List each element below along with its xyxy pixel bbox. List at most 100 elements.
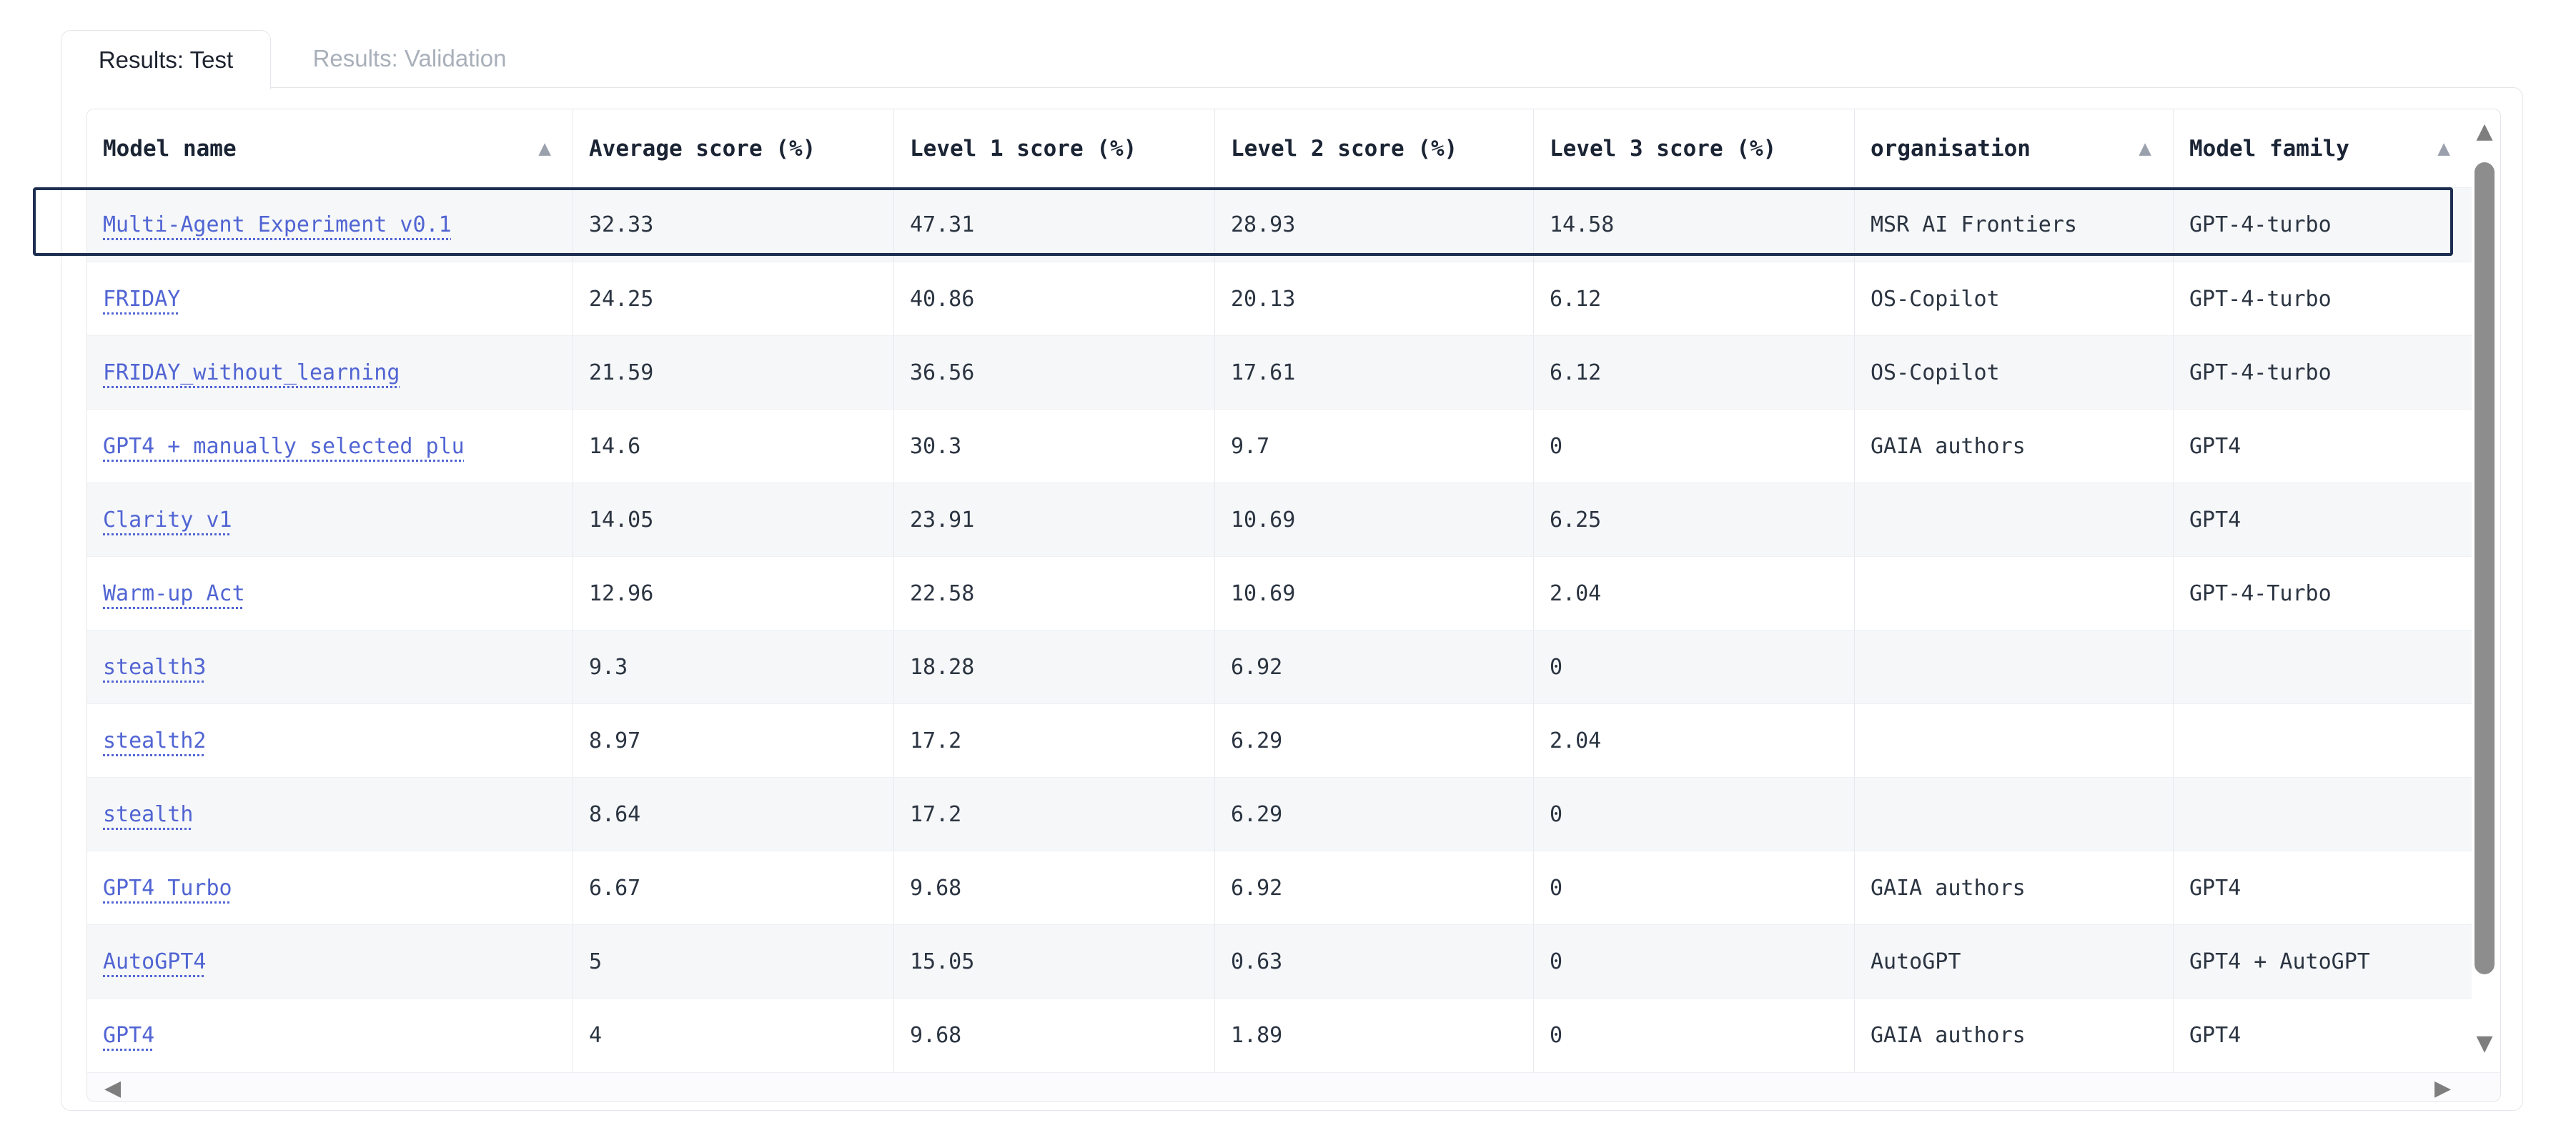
column-header-level-3-score[interactable]: Level 3 score (%) [1534,109,1855,188]
cell-average-score[interactable]: 4 [573,998,894,1072]
cell-model-family[interactable]: GPT-4-turbo [2174,262,2472,335]
cell-average-score[interactable]: 14.05 [573,483,894,556]
model-link[interactable]: Multi-Agent Experiment v0.1 [103,212,452,237]
column-header-level-2-score[interactable]: Level 2 score (%) [1215,109,1534,188]
cell-level-2-score[interactable]: 6.29 [1215,777,1534,851]
cell-model-family[interactable]: GPT-4-turbo [2174,188,2472,262]
model-link[interactable]: GPT4 + manually selected plu [103,433,465,459]
cell-level-1-score[interactable]: 9.68 [894,998,1215,1072]
cell-average-score[interactable]: 5 [573,924,894,998]
cell-level-1-score[interactable]: 47.31 [894,188,1215,262]
cell-organisation[interactable]: MSR AI Frontiers [1855,188,2174,262]
cell-level-3-score[interactable]: 0 [1534,409,1855,483]
cell-level-3-score[interactable]: 2.04 [1534,556,1855,630]
cell-level-3-score[interactable]: 6.12 [1534,335,1855,409]
cell-level-1-score[interactable]: 17.2 [894,777,1215,851]
model-link[interactable]: FRIDAY_without_learning [103,360,400,385]
cell-level-1-score[interactable]: 15.05 [894,924,1215,998]
model-link[interactable]: Clarity v1 [103,507,232,533]
cell-average-score[interactable]: 21.59 [573,335,894,409]
cell-model-name[interactable]: FRIDAY_without_learning [87,335,573,409]
column-header-organisation[interactable]: organisation ▲ [1855,109,2174,188]
horizontal-scrollbar[interactable]: ◀ ▶ [87,1072,2500,1101]
column-header-level-1-score[interactable]: Level 1 score (%) [894,109,1215,188]
cell-model-family[interactable]: GPT4 [2174,483,2472,556]
cell-model-family[interactable] [2174,703,2472,777]
scrollbar-up-button[interactable]: ▲ [2470,121,2499,142]
tab-results-test[interactable]: Results: Test [61,30,271,89]
cell-model-family[interactable]: GPT4 + AutoGPT [2174,924,2472,998]
cell-level-3-score[interactable]: 6.25 [1534,483,1855,556]
cell-model-name[interactable]: Multi-Agent Experiment v0.1 [87,188,573,262]
cell-level-1-score[interactable]: 18.28 [894,630,1215,703]
cell-level-3-score[interactable]: 0 [1534,924,1855,998]
cell-model-family[interactable]: GPT-4-turbo [2174,335,2472,409]
column-header-model-name[interactable]: Model name ▲ [87,109,573,188]
cell-level-2-score[interactable]: 10.69 [1215,483,1534,556]
cell-organisation[interactable]: AutoGPT [1855,924,2174,998]
cell-model-name[interactable]: stealth2 [87,703,573,777]
model-link[interactable]: GPT4 Turbo [103,875,232,901]
cell-level-3-score[interactable]: 2.04 [1534,703,1855,777]
cell-model-name[interactable]: Warm-up Act [87,556,573,630]
cell-level-2-score[interactable]: 28.93 [1215,188,1534,262]
cell-level-3-score[interactable]: 14.58 [1534,188,1855,262]
scrollbar-down-button[interactable]: ▼ [2470,1033,2499,1054]
cell-level-3-score[interactable]: 0 [1534,998,1855,1072]
cell-organisation[interactable] [1855,630,2174,703]
cell-level-1-score[interactable]: 9.68 [894,851,1215,924]
model-link[interactable]: Warm-up Act [103,580,245,606]
cell-organisation[interactable]: GAIA authors [1855,851,2174,924]
cell-level-2-score[interactable]: 6.29 [1215,703,1534,777]
cell-organisation[interactable]: OS-Copilot [1855,262,2174,335]
cell-model-name[interactable]: GPT4 [87,998,573,1072]
cell-organisation[interactable]: OS-Copilot [1855,335,2174,409]
cell-level-1-score[interactable]: 30.3 [894,409,1215,483]
cell-level-1-score[interactable]: 36.56 [894,335,1215,409]
cell-organisation[interactable] [1855,483,2174,556]
cell-level-3-score[interactable]: 0 [1534,630,1855,703]
cell-level-2-score[interactable]: 6.92 [1215,630,1534,703]
model-link[interactable]: stealth [103,801,194,827]
vertical-scrollbar-thumb[interactable] [2475,162,2495,974]
cell-model-name[interactable]: FRIDAY [87,262,573,335]
model-link[interactable]: stealth3 [103,654,207,680]
cell-average-score[interactable]: 8.97 [573,703,894,777]
cell-level-2-score[interactable]: 0.63 [1215,924,1534,998]
column-header-average-score[interactable]: Average score (%) [573,109,894,188]
cell-level-3-score[interactable]: 0 [1534,851,1855,924]
cell-model-family[interactable] [2174,630,2472,703]
cell-organisation[interactable] [1855,777,2174,851]
cell-level-1-score[interactable]: 23.91 [894,483,1215,556]
cell-average-score[interactable]: 24.25 [573,262,894,335]
cell-model-name[interactable]: stealth [87,777,573,851]
model-link[interactable]: AutoGPT4 [103,949,207,974]
cell-organisation[interactable] [1855,556,2174,630]
cell-model-family[interactable]: GPT-4-Turbo [2174,556,2472,630]
cell-level-2-score[interactable]: 6.92 [1215,851,1534,924]
cell-level-2-score[interactable]: 9.7 [1215,409,1534,483]
cell-model-family[interactable]: GPT4 [2174,409,2472,483]
cell-level-3-score[interactable]: 0 [1534,777,1855,851]
cell-organisation[interactable] [1855,703,2174,777]
cell-average-score[interactable]: 8.64 [573,777,894,851]
cell-average-score[interactable]: 32.33 [573,188,894,262]
scrollbar-left-button[interactable]: ◀ [104,1073,121,1101]
scrollbar-right-button[interactable]: ▶ [2434,1073,2451,1101]
cell-organisation[interactable]: GAIA authors [1855,409,2174,483]
cell-level-1-score[interactable]: 22.58 [894,556,1215,630]
cell-model-name[interactable]: AutoGPT4 [87,924,573,998]
cell-model-family[interactable]: GPT4 [2174,851,2472,924]
model-link[interactable]: FRIDAY [103,286,181,312]
model-link[interactable]: GPT4 [103,1022,155,1048]
cell-average-score[interactable]: 6.67 [573,851,894,924]
cell-level-1-score[interactable]: 17.2 [894,703,1215,777]
cell-model-name[interactable]: Clarity v1 [87,483,573,556]
column-header-model-family[interactable]: Model family ▲ [2174,109,2472,188]
cell-model-name[interactable]: GPT4 + manually selected plu [87,409,573,483]
model-link[interactable]: stealth2 [103,728,207,753]
cell-level-1-score[interactable]: 40.86 [894,262,1215,335]
cell-model-family[interactable]: GPT4 [2174,998,2472,1072]
cell-model-family[interactable] [2174,777,2472,851]
cell-average-score[interactable]: 9.3 [573,630,894,703]
